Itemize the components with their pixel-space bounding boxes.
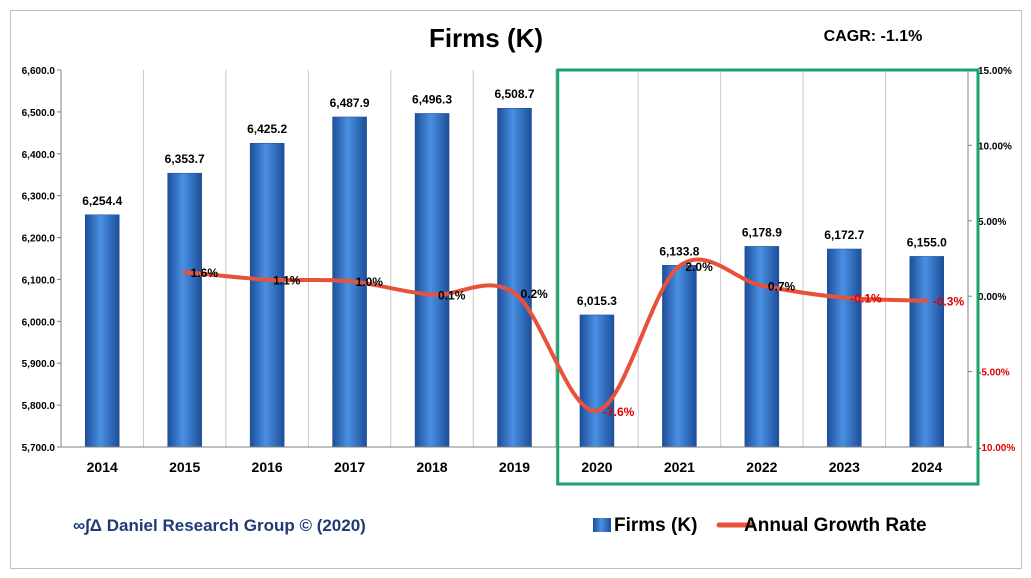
highlight-box xyxy=(556,68,980,486)
x-tick-label: 2021 xyxy=(664,459,695,475)
bar-value-label: 6,487.9 xyxy=(330,96,370,110)
y-left-tick-label: 6,200.0 xyxy=(22,234,56,245)
bar-value-label: 6,178.9 xyxy=(742,225,782,239)
bar-value-label: 6,425.2 xyxy=(247,122,287,136)
growth-rate-label: 1.1% xyxy=(273,274,301,288)
x-tick-label: 2023 xyxy=(829,459,860,475)
bar-value-label: 6,496.3 xyxy=(412,92,452,106)
y-left-tick-label: 5,700.0 xyxy=(22,443,56,454)
credit-text: ∞∫Δ Daniel Research Group © (2020) xyxy=(73,516,366,535)
growth-rate-label: 1.6% xyxy=(191,266,219,280)
cagr-annotation: CAGR: -1.1% xyxy=(824,28,923,45)
bar-value-label: 6,155.0 xyxy=(907,235,947,249)
bar-value-label: 6,353.7 xyxy=(165,152,205,166)
bar xyxy=(167,172,202,448)
bar-value-label: 6,133.8 xyxy=(659,244,699,258)
y-left-tick-label: 6,100.0 xyxy=(22,275,56,286)
legend-bar-label: Firms (K) xyxy=(614,515,697,536)
growth-rate-label: -0.1% xyxy=(850,292,882,306)
y-right-tick-label: 5.00% xyxy=(978,217,1006,228)
x-tick-label: 2017 xyxy=(334,459,365,475)
x-tick-label: 2020 xyxy=(581,459,612,475)
x-tick-label: 2019 xyxy=(499,459,530,475)
y-left-tick-label: 6,600.0 xyxy=(22,66,56,77)
growth-rate-label: 1.0% xyxy=(356,275,384,289)
legend: Firms (K) Annual Growth Rate xyxy=(593,515,927,536)
y-left-tick-label: 6,000.0 xyxy=(22,317,56,328)
bar-value-label: 6,015.3 xyxy=(577,294,617,308)
bar xyxy=(84,214,120,448)
x-tick-label: 2024 xyxy=(911,459,942,475)
legend-bar-swatch xyxy=(593,518,611,532)
bar xyxy=(744,246,780,448)
grid-lines xyxy=(142,70,887,447)
bar-value-label: 6,508.7 xyxy=(494,87,534,101)
bar xyxy=(249,142,285,448)
y-left-tick-label: 5,800.0 xyxy=(22,401,56,412)
bar-value-label: 6,254.4 xyxy=(82,194,122,208)
y-left-tick-label: 6,400.0 xyxy=(22,150,56,161)
y-left-tick-label: 6,300.0 xyxy=(22,192,56,203)
firms-chart: Firms (K) CAGR: -1.1% 5,700.0 5,800.0 5,90… xyxy=(22,23,1016,536)
x-tick-label: 2016 xyxy=(252,459,283,475)
y-left-tick-label: 6,500.0 xyxy=(22,108,56,119)
bar xyxy=(414,113,450,448)
forecast-highlight xyxy=(556,68,980,486)
axes: 5,700.0 5,800.0 5,900.0 6,000.0 6,100.0 6,200… xyxy=(22,66,1016,475)
x-tick-label: 2022 xyxy=(746,459,777,475)
growth-rate-label: 0.1% xyxy=(438,289,466,303)
bar xyxy=(497,107,532,448)
bar xyxy=(579,314,615,448)
bar xyxy=(662,265,697,448)
legend-line-label: Annual Growth Rate xyxy=(744,515,927,536)
growth-rate-label: 0.2% xyxy=(521,287,549,301)
chart-frame: Firms (K) CAGR: -1.1% 5,700.0 5,800.0 5,90… xyxy=(10,10,1022,569)
bar-value-label: 6,172.7 xyxy=(824,228,864,242)
y-right-tick-label: -10.00% xyxy=(978,443,1015,454)
chart-title: Firms (K) xyxy=(429,23,543,53)
x-tick-label: 2018 xyxy=(416,459,447,475)
growth-rate-label: 2.0% xyxy=(685,260,713,274)
growth-rate-label: -7.6% xyxy=(603,405,635,419)
bar xyxy=(827,248,862,448)
y-right-tick-label: 0.00% xyxy=(978,292,1006,303)
bar xyxy=(909,256,945,448)
y-left-tick-label: 5,900.0 xyxy=(22,359,56,370)
growth-rate-label: 0.7% xyxy=(768,280,796,294)
growth-rate-label: -0.3% xyxy=(933,295,965,309)
growth-rate-line xyxy=(182,257,929,413)
y-right-tick-label: -5.00% xyxy=(978,368,1010,379)
y-right-tick-label: 15.00% xyxy=(978,66,1012,77)
data-labels: 6,254.4 6,353.7 6,425.2 6,487.9 6,496.3 6,508… xyxy=(82,87,964,419)
x-tick-label: 2014 xyxy=(87,459,118,475)
x-tick-label: 2015 xyxy=(169,459,200,475)
growth-line-series xyxy=(182,257,929,413)
y-right-tick-label: 10.00% xyxy=(978,141,1012,152)
